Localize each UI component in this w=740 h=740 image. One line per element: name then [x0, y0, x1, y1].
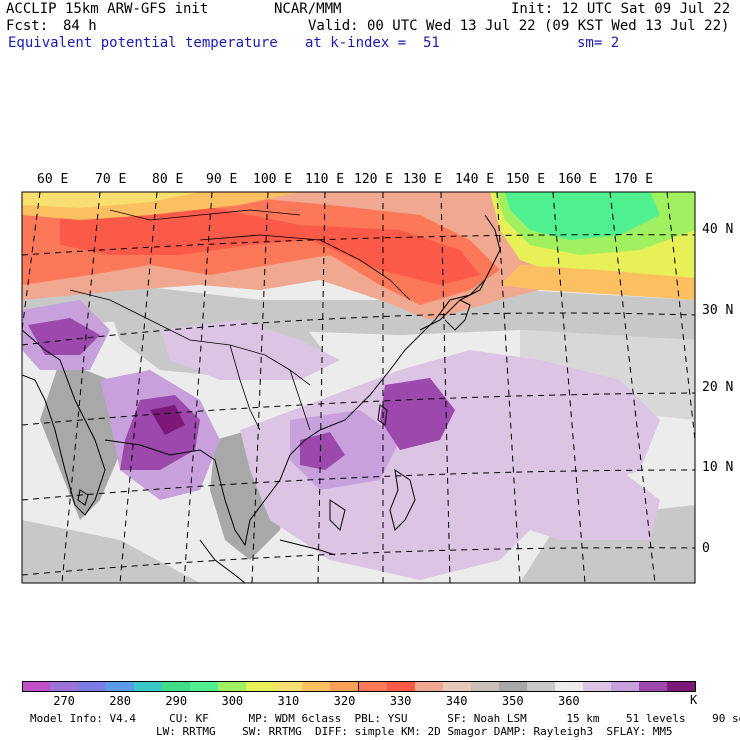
- colorbar-swatch: [470, 681, 500, 692]
- model-info-line: Model Info: V4.4 CU: KF MP: WDM 6class P…: [30, 712, 740, 725]
- field-lightpurple-south: [500, 470, 660, 540]
- colorbar-swatch: [106, 681, 136, 692]
- field-gray-pacific: [520, 330, 695, 420]
- map-frame: [21, 191, 696, 584]
- colorbar-swatch: [526, 681, 556, 692]
- field-orange-ne: [500, 265, 695, 300]
- lat-label: 30 N: [702, 303, 734, 318]
- lon-label: 110 E: [305, 172, 345, 187]
- colorbar-swatch: [134, 681, 164, 692]
- colorbar-swatch: [414, 681, 444, 692]
- field-red-core: [60, 205, 480, 285]
- field-purple-sea: [290, 410, 400, 490]
- colorbar-swatch: [50, 681, 80, 692]
- colorbar-swatch: [302, 681, 332, 692]
- colorbar-swatch: [78, 681, 108, 692]
- colorbar-tick-label: 360: [557, 694, 580, 708]
- colorbar-swatch: [582, 681, 612, 692]
- field-darkpurple-west: [28, 318, 100, 355]
- colorbar-swatch: [386, 681, 416, 692]
- graticule: [22, 192, 695, 583]
- colorbar-swatch: [246, 681, 276, 692]
- colorbar-tick-label: 300: [221, 694, 244, 708]
- lon-label: 140 E: [455, 172, 495, 187]
- borders: [69, 209, 411, 431]
- level-index: at k-index = 51: [305, 35, 440, 51]
- lat-label: 20 N: [702, 380, 734, 395]
- colorbar-tick-label: 320: [333, 694, 356, 708]
- colorbar-swatch: [190, 681, 220, 692]
- lon-label: 70 E: [95, 172, 127, 187]
- colorbar-tick-label: 330: [389, 694, 412, 708]
- colorbar-swatch: [498, 681, 528, 692]
- lon-label: 100 E: [253, 172, 293, 187]
- lon-label: 150 E: [506, 172, 546, 187]
- lat-label: 10 N: [702, 460, 734, 475]
- colorbar-swatch: [162, 681, 192, 692]
- lon-label: 160 E: [558, 172, 598, 187]
- org-label: NCAR/MMM: [274, 1, 342, 17]
- colorbar-swatch: [442, 681, 472, 692]
- valid-time: Valid: 00 UTC Wed 13 Jul 22 (09 KST Wed …: [308, 18, 730, 34]
- colorbar-swatch: [330, 681, 360, 692]
- colorbar-swatch: [638, 681, 668, 692]
- colorbar-swatch: [610, 681, 640, 692]
- colorbar-tick-label: 280: [109, 694, 131, 708]
- lon-label: 90 E: [206, 172, 238, 187]
- lon-label: 170 E: [614, 172, 654, 187]
- field-name: Equivalent potential temperature: [8, 35, 278, 51]
- lat-label: 40 N: [702, 222, 734, 237]
- smoothing-label: sm= 2: [577, 35, 620, 51]
- lon-label: 120 E: [354, 172, 394, 187]
- colorbar-swatch: [666, 681, 696, 692]
- field-green-ne: [505, 192, 660, 240]
- forecast-label: Fcst:: [6, 18, 49, 34]
- colorbar-swatch: [274, 681, 304, 692]
- init-time: Init: 12 UTC Sat 09 Jul 22: [511, 1, 731, 17]
- field-yellow-nw: [22, 192, 200, 208]
- physics-info-line: LW: RRTMG SW: RRTMG DIFF: simple KM: 2D …: [156, 725, 673, 738]
- colorbar-swatch: [554, 681, 584, 692]
- lon-label: 80 E: [152, 172, 184, 187]
- colorbar-tick-label: 270: [53, 694, 75, 708]
- field-gray-band: [22, 285, 695, 340]
- model-title: ACCLIP 15km ARW-GFS init: [6, 1, 209, 17]
- forecast-hours: 84 h: [63, 18, 97, 34]
- colorbar-tick-label: 350: [501, 694, 524, 708]
- lon-label: 60 E: [37, 172, 69, 187]
- field-darkpurple-bengal: [120, 395, 200, 470]
- colorbar-tick-label: 310: [277, 694, 300, 708]
- colorbar-tick-label: 290: [165, 694, 188, 708]
- colorbar-tick-label: 340: [445, 694, 468, 708]
- field-darkpurple-scs: [300, 432, 345, 470]
- colorbar-unit: K: [690, 693, 698, 707]
- field-darkpurple-philsea: [380, 378, 455, 450]
- field-lightpurple-china: [160, 320, 340, 380]
- colorbar-swatch: [218, 681, 248, 692]
- colorbar-swatch: [22, 681, 51, 692]
- lat-label: 0: [702, 541, 710, 556]
- field-lightpurple-central: [240, 350, 660, 580]
- lon-label: 130 E: [403, 172, 443, 187]
- coastlines: [22, 214, 501, 583]
- colorbar-swatch: [358, 681, 388, 692]
